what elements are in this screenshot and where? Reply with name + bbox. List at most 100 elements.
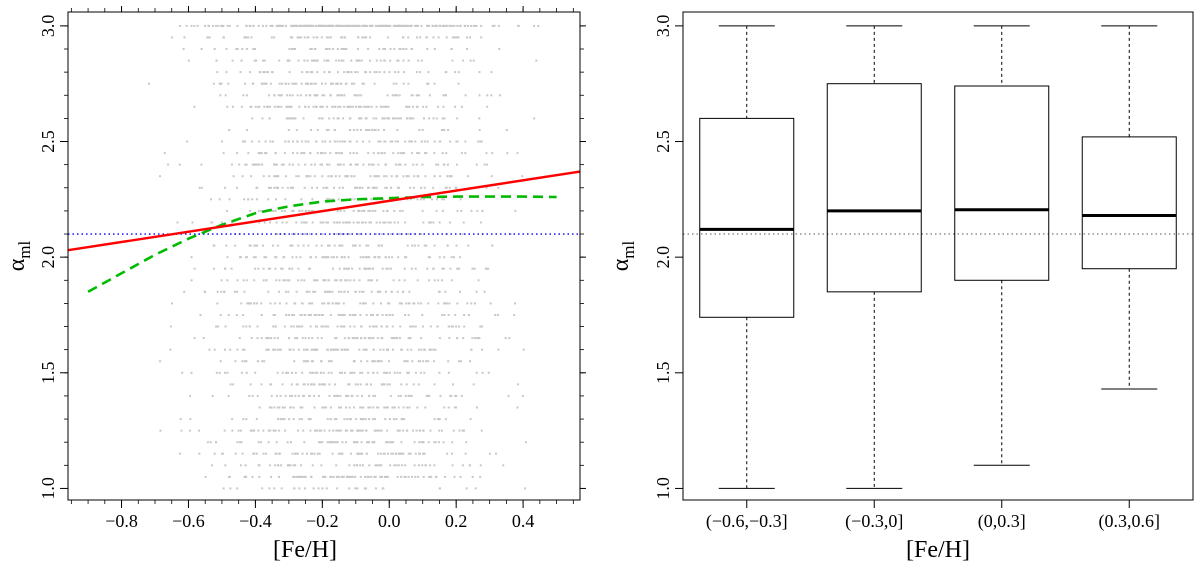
scatter-point — [437, 105, 439, 108]
scatter-point — [364, 36, 367, 39]
scatter-point — [412, 186, 415, 189]
scatter-point — [370, 383, 372, 386]
scatter-point — [356, 394, 359, 397]
scatter-point — [268, 175, 271, 178]
scatter-point — [407, 337, 410, 340]
scatter-point — [413, 24, 416, 27]
scatter-point — [321, 441, 324, 444]
scatter-point — [392, 24, 395, 27]
scatter-point — [226, 371, 229, 374]
scatter-point — [227, 82, 230, 85]
scatter-point — [380, 152, 383, 155]
scatter-point — [248, 394, 251, 397]
scatter-point — [355, 59, 358, 62]
scatter-point — [313, 59, 316, 62]
scatter-point — [339, 105, 342, 108]
scatter-point — [231, 59, 234, 62]
scatter-point — [396, 429, 399, 432]
boxplot — [954, 25, 1050, 466]
scatter-point — [404, 256, 406, 259]
scatter-point — [232, 175, 235, 178]
scatter-point — [351, 82, 354, 85]
scatter-point — [416, 198, 419, 201]
scatter-point — [304, 105, 307, 108]
scatter-point — [447, 325, 450, 328]
scatter-point — [322, 221, 325, 224]
scatter-point — [367, 129, 370, 131]
scatter-point — [417, 360, 420, 363]
scatter-point — [291, 163, 294, 166]
scatter-point — [299, 406, 302, 409]
scatter-point — [296, 152, 299, 155]
y-axis-title-subscript: ml — [15, 240, 34, 258]
scatter-point — [283, 279, 286, 282]
scatter-point — [193, 24, 196, 27]
scatter-point — [462, 337, 465, 340]
scatter-point — [402, 36, 405, 39]
scatter-point — [497, 24, 500, 27]
scatter-point — [274, 429, 277, 432]
scatter-point — [189, 394, 192, 397]
scatter-point — [280, 267, 283, 270]
scatter-point — [198, 186, 201, 189]
scatter-point — [367, 267, 370, 270]
scatter-point — [307, 418, 310, 421]
scatter-point — [421, 464, 424, 467]
scatter-point — [390, 175, 393, 178]
scatter-point — [227, 394, 230, 397]
scatter-point — [333, 418, 336, 421]
scatter-point — [222, 24, 225, 27]
scatter-point — [383, 129, 385, 131]
scatter-point — [374, 418, 376, 421]
scatter-point — [397, 429, 400, 432]
scatter-point — [458, 429, 461, 432]
scatter-point — [332, 221, 335, 224]
scatter-point — [269, 302, 272, 305]
scatter-point — [427, 82, 430, 85]
scatter-point — [281, 406, 284, 409]
scatter-point — [412, 325, 415, 328]
scatter-point — [305, 209, 307, 212]
scatter-point — [267, 337, 269, 340]
scatter-point — [328, 383, 331, 386]
scatter-point — [239, 71, 242, 74]
scatter-point — [416, 24, 419, 27]
scatter-point — [230, 163, 233, 166]
scatter-point — [253, 279, 256, 282]
scatter-point — [472, 59, 475, 62]
scatter-point — [250, 175, 253, 178]
scatter-point — [251, 394, 254, 397]
scatter-point — [455, 36, 458, 39]
scatter-point — [306, 348, 309, 351]
scatter-point — [394, 140, 397, 143]
scatter-point — [256, 186, 259, 189]
scatter-point — [348, 117, 351, 120]
scatter-point — [346, 105, 349, 108]
x-tick-label: 0.4 — [512, 511, 535, 531]
scatter-point — [292, 464, 295, 467]
scatter-point — [397, 24, 400, 27]
scatter-point — [455, 406, 457, 409]
scatter-point — [368, 325, 371, 328]
scatter-point — [325, 325, 327, 328]
scatter-point — [306, 452, 308, 455]
scatter-point — [395, 117, 398, 120]
scatter-point — [302, 117, 305, 120]
scatter-point — [401, 464, 404, 467]
scatter-point — [374, 429, 377, 432]
scatter-point — [254, 267, 256, 270]
scatter-point — [202, 337, 205, 340]
scatter-point — [419, 198, 422, 201]
scatter-point — [297, 175, 300, 178]
scatter-point — [361, 82, 364, 85]
scatter-point — [450, 175, 453, 178]
scatter-point — [374, 487, 377, 490]
scatter-point — [420, 59, 423, 62]
scatter-point — [369, 406, 372, 409]
scatter-point — [354, 163, 357, 166]
smooth-fit-line — [87, 195, 557, 293]
scatter-point — [323, 475, 326, 478]
scatter-point — [348, 314, 351, 316]
scatter-point — [430, 198, 433, 201]
scatter-point — [380, 24, 383, 27]
